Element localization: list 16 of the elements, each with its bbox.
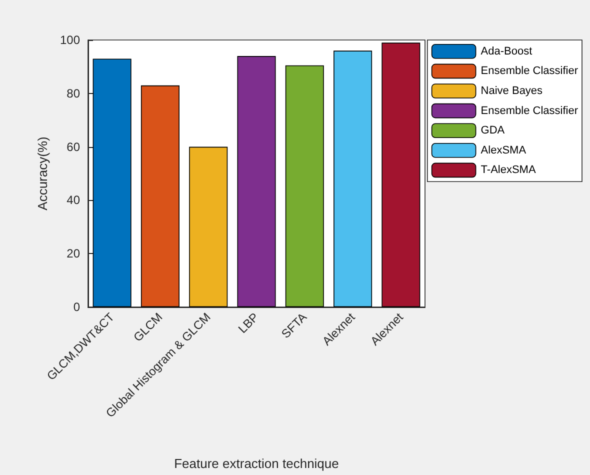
x-tick-label: LBP	[236, 310, 262, 336]
legend-label: Ensemble Classifier	[480, 65, 578, 78]
legend-label: Ada-Boost	[480, 45, 532, 58]
legend-label: Ensemble Classifier	[480, 104, 578, 117]
legend-label: Naive Bayes	[480, 85, 544, 97]
y-tick-label: 100	[60, 33, 80, 47]
y-tick-label: 20	[66, 246, 80, 261]
x-axis-title: Feature extraction technique	[174, 456, 339, 471]
y-axis-title: Accuracy(%)	[35, 136, 50, 210]
y-tick-label: 40	[66, 193, 80, 208]
legend-label: AlexSMA	[480, 144, 527, 156]
legend-label: T-AlexSMA	[480, 164, 536, 176]
legend-label: GDA	[480, 124, 506, 137]
y-tick-label: 60	[66, 140, 80, 154]
y-tick-label: 80	[66, 86, 80, 100]
y-tick-label: 0	[73, 300, 80, 314]
